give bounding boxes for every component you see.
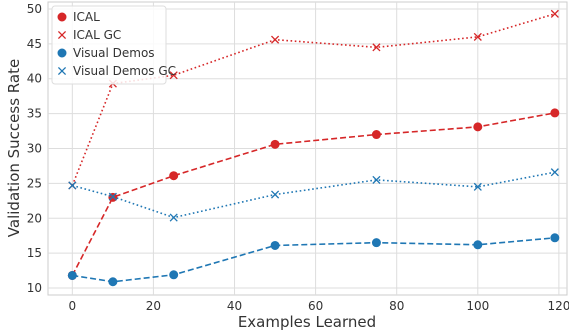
marker-stroke xyxy=(550,168,559,177)
legend-item: ICAL GC xyxy=(57,28,121,42)
legend-label: Visual Demos xyxy=(73,46,155,60)
x-tick-label: 80 xyxy=(389,299,404,313)
y-tick-label: 45 xyxy=(27,37,42,51)
legend-item: Visual Demos xyxy=(57,46,155,60)
x-tick-label: 20 xyxy=(146,299,161,313)
y-tick-label: 15 xyxy=(27,246,42,260)
marker-stroke xyxy=(271,190,280,199)
x-tick-label: 100 xyxy=(466,299,489,313)
data-point xyxy=(473,240,483,250)
legend-item: Visual Demos GC xyxy=(57,64,176,78)
data-point xyxy=(550,9,559,18)
marker-stroke xyxy=(473,182,482,191)
marker-stroke xyxy=(108,192,117,201)
data-point xyxy=(270,240,280,250)
data-point xyxy=(550,108,560,118)
data-point xyxy=(108,277,118,287)
y-tick-label: 25 xyxy=(27,176,42,190)
data-point xyxy=(473,182,482,191)
marker-stroke xyxy=(473,32,482,41)
data-point xyxy=(169,270,179,280)
marker-stroke xyxy=(271,35,280,44)
series-visual-demos xyxy=(67,233,560,287)
marker-stroke xyxy=(372,175,381,184)
legend-box xyxy=(51,5,167,85)
y-tick-label: 35 xyxy=(27,107,42,121)
data-point xyxy=(271,190,280,199)
x-tick-label: 60 xyxy=(308,299,323,313)
legend-label: ICAL GC xyxy=(73,28,121,42)
marker-stroke xyxy=(169,213,178,222)
marker-stroke xyxy=(57,30,67,40)
legend-marker xyxy=(57,30,67,40)
legend: ICAL ICAL GC Visual Demos Visual Demos GC xyxy=(51,5,176,85)
x-tick-label: 40 xyxy=(227,299,242,313)
data-point xyxy=(371,238,381,248)
data-point xyxy=(550,233,560,243)
marker-stroke xyxy=(372,43,381,52)
tick-labels: 0 20 40 60 80 100 120 10 15 20 25 30 35 40 45 50 xyxy=(27,2,569,313)
legend-marker xyxy=(57,12,67,22)
legend-marker xyxy=(57,48,67,58)
data-point xyxy=(550,168,559,177)
series-visual-demos-gc xyxy=(68,168,559,222)
y-axis-label: Validation Success Rate xyxy=(5,59,23,237)
series-layer xyxy=(67,9,560,287)
data-point xyxy=(473,32,482,41)
marker-stroke xyxy=(550,9,559,18)
data-point xyxy=(372,175,381,184)
y-tick-label: 30 xyxy=(27,142,42,156)
data-point xyxy=(68,181,77,190)
data-point xyxy=(108,192,117,201)
data-point xyxy=(169,171,179,181)
y-tick-label: 50 xyxy=(27,2,42,16)
data-point xyxy=(371,130,381,140)
marker-stroke xyxy=(57,66,67,76)
legend-marker xyxy=(57,66,67,76)
legend-item: ICAL xyxy=(57,10,100,24)
data-point xyxy=(473,122,483,132)
x-tick-label: 120 xyxy=(547,299,569,313)
data-point xyxy=(169,213,178,222)
y-tick-label: 40 xyxy=(27,72,42,86)
marker-stroke xyxy=(68,181,77,190)
x-axis-label: Examples Learned xyxy=(238,313,376,330)
y-tick-label: 10 xyxy=(27,281,42,295)
data-point xyxy=(270,139,280,149)
legend-label: Visual Demos GC xyxy=(73,64,176,78)
data-point xyxy=(169,71,178,80)
data-point xyxy=(372,43,381,52)
marker-stroke xyxy=(169,71,178,80)
data-point xyxy=(67,270,77,280)
y-tick-label: 20 xyxy=(27,211,42,225)
data-point xyxy=(271,35,280,44)
legend-label: ICAL xyxy=(73,10,100,24)
x-tick-label: 0 xyxy=(69,299,77,313)
